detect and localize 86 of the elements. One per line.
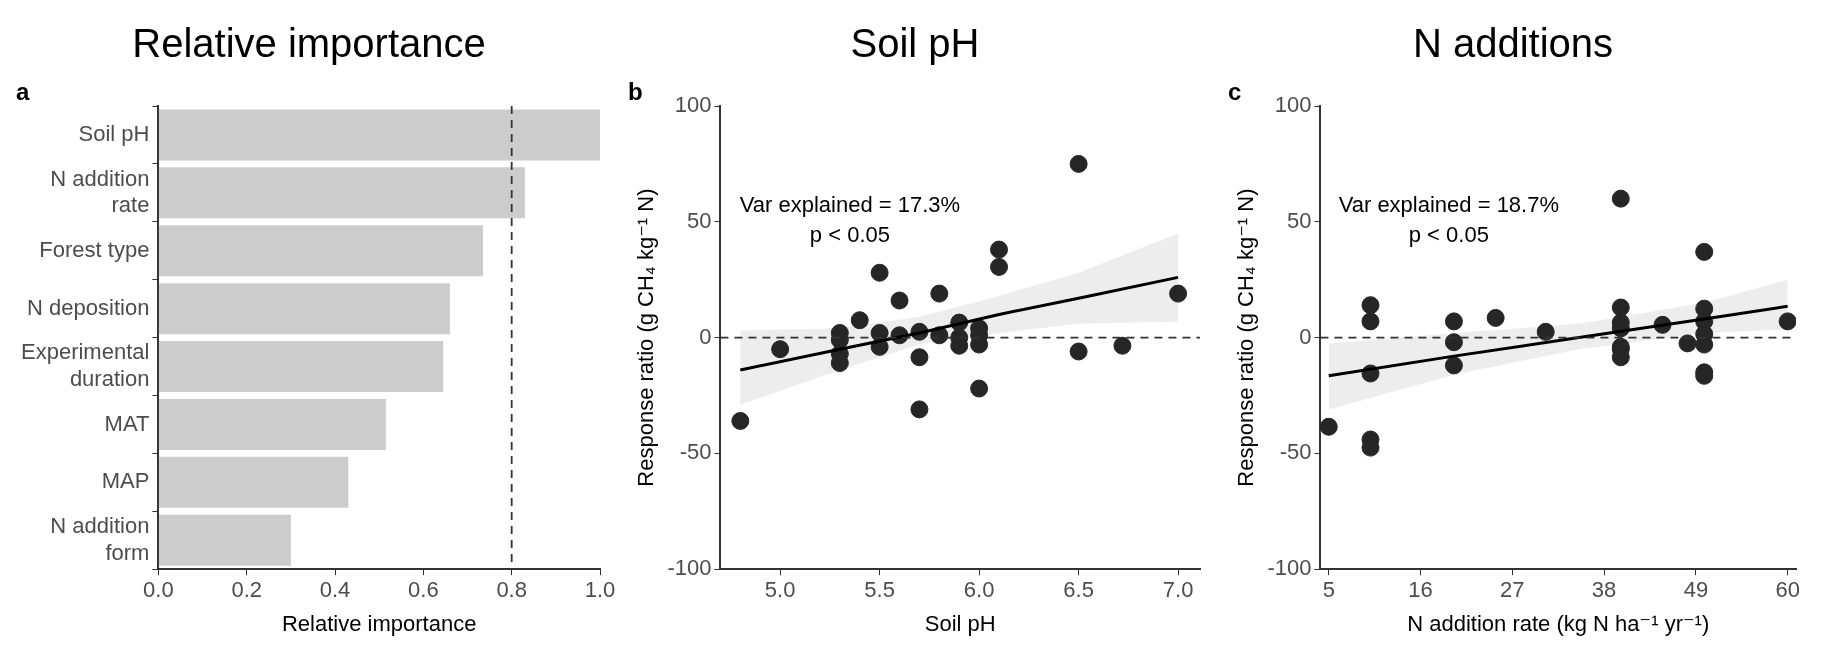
annotation: p < 0.05 <box>809 221 890 247</box>
x-tick-label: 0.0 <box>143 577 174 603</box>
y-tick-label: -100 <box>1267 555 1312 581</box>
point <box>850 311 869 330</box>
y-tick-label: N deposition <box>27 294 150 320</box>
bar <box>158 283 450 335</box>
x-axis-title: N addition rate (kg N ha⁻¹ yr⁻¹) <box>1407 610 1710 636</box>
y-tick-label: 100 <box>1274 92 1312 118</box>
x-tick-label: 6.5 <box>1063 577 1094 603</box>
point <box>1695 242 1714 261</box>
y-tick-label: MAT <box>104 410 150 436</box>
point <box>1536 322 1555 341</box>
point <box>771 340 790 359</box>
y-tick-label: 50 <box>1286 207 1312 233</box>
point <box>990 240 1009 259</box>
y-axis-title: Response ratio (g CH₄ kg⁻¹ N) <box>1233 188 1259 487</box>
y-tick-label: 50 <box>686 207 712 233</box>
y-tick-label: Soil pH <box>78 121 150 147</box>
point <box>1361 296 1380 315</box>
x-tick-label: 16 <box>1408 577 1433 603</box>
y-tick-label: N addition form <box>50 513 150 565</box>
x-tick-label: 6.0 <box>963 577 995 603</box>
y-tick-label: 0 <box>1299 323 1312 349</box>
point <box>1444 312 1463 331</box>
chart-title: Soil pH <box>850 21 980 66</box>
text: a <box>16 78 30 105</box>
point <box>1678 334 1697 353</box>
x-axis-title: Soil pH <box>924 610 996 636</box>
y-tick-label: 0 <box>699 323 712 349</box>
annotation: Var explained = 18.7% <box>1338 191 1560 217</box>
y-axis-title: Response ratio (g CH₄ kg⁻¹ N) <box>633 188 659 487</box>
y-tick-label: -50 <box>1279 439 1312 465</box>
y-tick-label: MAP <box>101 468 150 494</box>
x-tick-label: 38 <box>1591 577 1617 603</box>
x-tick-label: 5.5 <box>864 577 895 603</box>
x-tick-label: 0.2 <box>231 577 263 603</box>
point <box>1320 417 1338 436</box>
chart-title: Relative importance <box>132 21 486 66</box>
bar <box>158 456 349 508</box>
point <box>910 400 929 419</box>
point <box>1444 333 1463 352</box>
x-tick-label: 1.0 <box>584 577 616 603</box>
point <box>990 257 1009 276</box>
point <box>910 348 929 367</box>
point <box>890 291 909 310</box>
x-tick-label: 0.4 <box>319 577 351 603</box>
bar <box>158 398 386 450</box>
point <box>1778 312 1796 331</box>
point <box>1069 154 1088 173</box>
bar <box>158 167 525 219</box>
point <box>1169 284 1188 303</box>
x-tick-label: 0.6 <box>408 577 439 603</box>
x-tick-label: 0.8 <box>496 577 527 603</box>
bar <box>158 514 291 566</box>
point <box>731 411 750 430</box>
y-tick-label: -100 <box>667 555 712 581</box>
x-tick-label: 5.0 <box>764 577 796 603</box>
point <box>1361 312 1380 331</box>
point <box>1444 356 1463 375</box>
x-tick-label: 27 <box>1500 577 1525 603</box>
y-tick-label: Forest type <box>39 236 150 262</box>
text: b <box>628 78 643 105</box>
point <box>1113 336 1132 355</box>
point <box>1611 298 1630 317</box>
y-tick-label: -50 <box>679 439 712 465</box>
x-tick-label: 7.0 <box>1162 577 1194 603</box>
point <box>1486 308 1505 327</box>
x-axis-title: Relative importance <box>281 610 477 636</box>
point <box>970 379 989 398</box>
y-tick-label: 100 <box>674 92 712 118</box>
bar <box>158 109 600 161</box>
point <box>930 284 949 303</box>
chart-title: N additions <box>1412 21 1614 66</box>
y-tick-label: N addition rate <box>50 165 150 218</box>
point <box>1611 189 1630 208</box>
bar <box>158 225 483 277</box>
point <box>870 263 889 282</box>
bar <box>158 341 444 393</box>
annotation: p < 0.05 <box>1408 221 1489 247</box>
point <box>1069 342 1088 361</box>
x-tick-label: 5 <box>1322 577 1335 603</box>
text: c <box>1228 78 1242 105</box>
x-tick-label: 60 <box>1775 577 1800 603</box>
annotation: Var explained = 17.3% <box>739 191 961 217</box>
x-tick-label: 49 <box>1683 577 1709 603</box>
y-tick-label: Experimental duration <box>21 339 150 391</box>
